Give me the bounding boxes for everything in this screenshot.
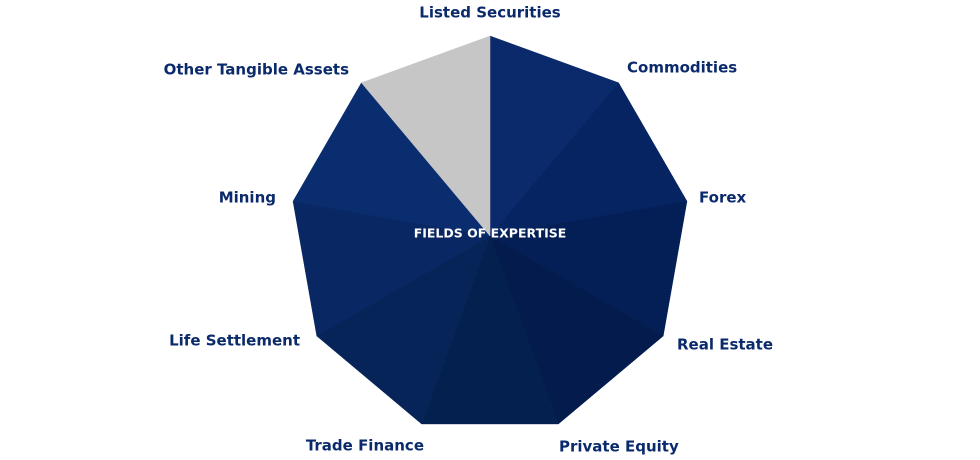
nonagon [292, 35, 688, 425]
segment-label: Real Estate [677, 336, 773, 354]
segment [361, 35, 491, 237]
segment-label: Forex [699, 189, 747, 207]
segment-label: Other Tangible Assets [164, 61, 349, 79]
segment-label: Commodities [627, 59, 737, 77]
segment-label: Life Settlement [169, 332, 300, 350]
labels: Listed Securities Commodities Forex Real Es… [164, 4, 773, 456]
segment-label: Trade Finance [306, 437, 424, 455]
center-title: FIELDS OF EXPERTISE [414, 226, 567, 241]
segment-label: Listed Securities [419, 4, 561, 22]
segment-label: Mining [219, 189, 276, 207]
segment-label: Private Equity [559, 438, 679, 456]
